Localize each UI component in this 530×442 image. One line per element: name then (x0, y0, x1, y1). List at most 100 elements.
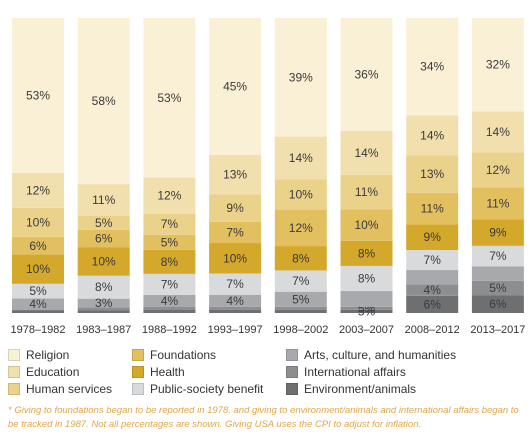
bar-segment (406, 192, 459, 225)
legend-swatch (8, 349, 20, 361)
bar-segment (143, 309, 196, 313)
data-label: 7% (226, 277, 244, 291)
bar-segment (406, 155, 459, 193)
bar-segment (12, 283, 64, 299)
bar-segment (406, 249, 459, 271)
category-label: 1988–1992 (142, 324, 197, 336)
legend-item: Human services (8, 382, 112, 396)
legend-label: Arts, culture, and humanities (304, 348, 457, 362)
bar-segment (406, 284, 459, 296)
bar-segment (143, 249, 196, 274)
data-label: 6% (29, 239, 47, 253)
bar-segment (340, 18, 393, 131)
legend-swatch (286, 366, 298, 378)
data-label: 13% (420, 167, 444, 181)
bar-segment (274, 209, 327, 247)
data-label: 11% (486, 196, 509, 210)
legend-label: Religion (26, 348, 70, 362)
data-label: 14% (420, 128, 444, 142)
legend-label: Foundations (150, 348, 217, 362)
bar-segment (209, 294, 262, 307)
bar-segment (209, 243, 262, 274)
footnote: * Giving to foundations began to be repo… (8, 405, 519, 430)
data-label: 3% (95, 296, 113, 310)
data-label: 10% (26, 262, 50, 276)
bar-segment (12, 18, 64, 173)
data-label: 5% (95, 216, 113, 230)
legend-label: International affairs (304, 365, 406, 379)
bar-segment (143, 18, 196, 178)
bar-segment (471, 245, 524, 267)
legend: Religion Foundations Arts, culture, and hu… (8, 348, 528, 398)
bar-segment (77, 229, 130, 248)
data-label: 8% (95, 280, 113, 294)
bar-segment (274, 306, 327, 310)
bar-segment (471, 266, 524, 281)
legend-swatch (132, 383, 144, 395)
category-label: 1983–1987 (76, 324, 131, 336)
data-label: 14% (486, 125, 510, 139)
data-label: 7% (161, 217, 179, 231)
data-label: 12% (486, 163, 510, 177)
bar-segment (340, 240, 393, 266)
data-label: 9% (424, 230, 442, 244)
data-label: 10% (92, 254, 116, 268)
legend-item: Public-society benefit (132, 382, 263, 396)
data-label: 7% (226, 225, 244, 239)
legend-label: Education (26, 365, 80, 379)
data-label: 10% (289, 187, 313, 201)
data-label: 12% (26, 183, 50, 197)
data-label: 36% (354, 67, 378, 81)
legend-label: Environment/animals (304, 382, 417, 396)
legend-swatch (132, 349, 144, 361)
stacked-bar-chart: 4%5%10%6%10%12%53%1978–19823%8%10%6%5%11… (10, 18, 525, 336)
bar-segment (77, 307, 130, 311)
bar-segment (77, 247, 130, 276)
legend-label: Public-society benefit (150, 382, 264, 396)
category-label: 1993–1997 (208, 324, 263, 336)
data-label: 5% (292, 292, 310, 306)
data-label: 12% (289, 221, 313, 235)
bar-segment (77, 215, 130, 230)
data-label: 5% (29, 284, 47, 298)
bar-segment (209, 194, 262, 222)
category-label: 2008–2012 (405, 324, 460, 336)
bar-segment (406, 295, 459, 313)
bar-segment (471, 18, 524, 112)
data-label: 6% (489, 297, 507, 311)
legend-swatch (8, 366, 20, 378)
bar-segment (143, 234, 196, 250)
data-label: 6% (424, 297, 442, 311)
category-label: 1998–2002 (273, 324, 328, 336)
data-label: 9% (226, 201, 244, 215)
data-label: 10% (354, 218, 378, 232)
bar-segment (340, 306, 393, 310)
data-label: 12% (157, 189, 181, 203)
legend-label: Health (150, 365, 185, 379)
bar-segment (143, 306, 196, 310)
bar-segment (12, 254, 64, 284)
bar-segment (274, 179, 327, 210)
bar-segment (471, 219, 524, 246)
data-label: 53% (26, 88, 50, 102)
bar-segment (471, 280, 524, 296)
bar-segment (340, 130, 393, 175)
data-label: 8% (358, 246, 376, 260)
data-label: 4% (424, 283, 442, 297)
bar-segment (209, 18, 262, 155)
bar-segment (77, 18, 130, 185)
legend-item: Religion (8, 348, 69, 362)
bar-segment (209, 154, 262, 195)
bar-segment (209, 273, 262, 295)
data-label: 6% (95, 232, 113, 246)
data-label: 7% (161, 277, 179, 291)
legend-label: Human services (26, 382, 113, 396)
bar-segment (471, 111, 524, 153)
legend-item: Environment/animals (286, 382, 416, 396)
data-label: 14% (354, 146, 378, 160)
data-label: 11% (92, 193, 115, 207)
bar-segment (12, 298, 64, 311)
bar-segment (209, 309, 262, 313)
data-label: 10% (223, 251, 247, 265)
bar-segment (77, 310, 130, 313)
